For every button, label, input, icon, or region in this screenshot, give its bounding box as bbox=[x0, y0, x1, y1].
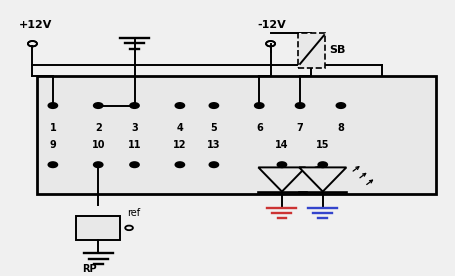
Text: 7: 7 bbox=[297, 123, 303, 133]
Text: 8: 8 bbox=[338, 123, 344, 133]
Circle shape bbox=[278, 162, 287, 167]
Circle shape bbox=[94, 103, 103, 108]
Circle shape bbox=[296, 103, 304, 108]
Bar bbox=[298, 33, 325, 68]
Text: 2: 2 bbox=[95, 123, 101, 133]
Circle shape bbox=[130, 162, 139, 167]
Circle shape bbox=[209, 103, 218, 108]
Circle shape bbox=[255, 103, 264, 108]
Text: 3: 3 bbox=[131, 123, 138, 133]
Circle shape bbox=[94, 162, 103, 167]
Circle shape bbox=[48, 162, 57, 167]
Circle shape bbox=[336, 103, 345, 108]
Text: 14: 14 bbox=[275, 140, 288, 150]
Text: 11: 11 bbox=[128, 140, 141, 150]
Text: 13: 13 bbox=[207, 140, 221, 150]
Text: 4: 4 bbox=[177, 123, 183, 133]
Text: 5: 5 bbox=[211, 123, 217, 133]
Text: RP: RP bbox=[82, 264, 96, 274]
Bar bbox=[76, 216, 120, 240]
Text: SB: SB bbox=[329, 46, 346, 55]
Text: 15: 15 bbox=[316, 140, 329, 150]
Circle shape bbox=[175, 162, 184, 167]
Text: 6: 6 bbox=[256, 123, 263, 133]
Text: -12V: -12V bbox=[257, 20, 286, 30]
Text: 12: 12 bbox=[173, 140, 187, 150]
Text: 1: 1 bbox=[50, 123, 56, 133]
Text: +12V: +12V bbox=[19, 20, 52, 30]
Text: ref: ref bbox=[127, 208, 140, 218]
Text: 10: 10 bbox=[91, 140, 105, 150]
Circle shape bbox=[48, 103, 57, 108]
Circle shape bbox=[209, 162, 218, 167]
Circle shape bbox=[318, 162, 327, 167]
Circle shape bbox=[175, 103, 184, 108]
Circle shape bbox=[130, 103, 139, 108]
Bar bbox=[37, 76, 436, 194]
Polygon shape bbox=[299, 167, 346, 192]
Polygon shape bbox=[258, 167, 305, 192]
Text: 9: 9 bbox=[50, 140, 56, 150]
